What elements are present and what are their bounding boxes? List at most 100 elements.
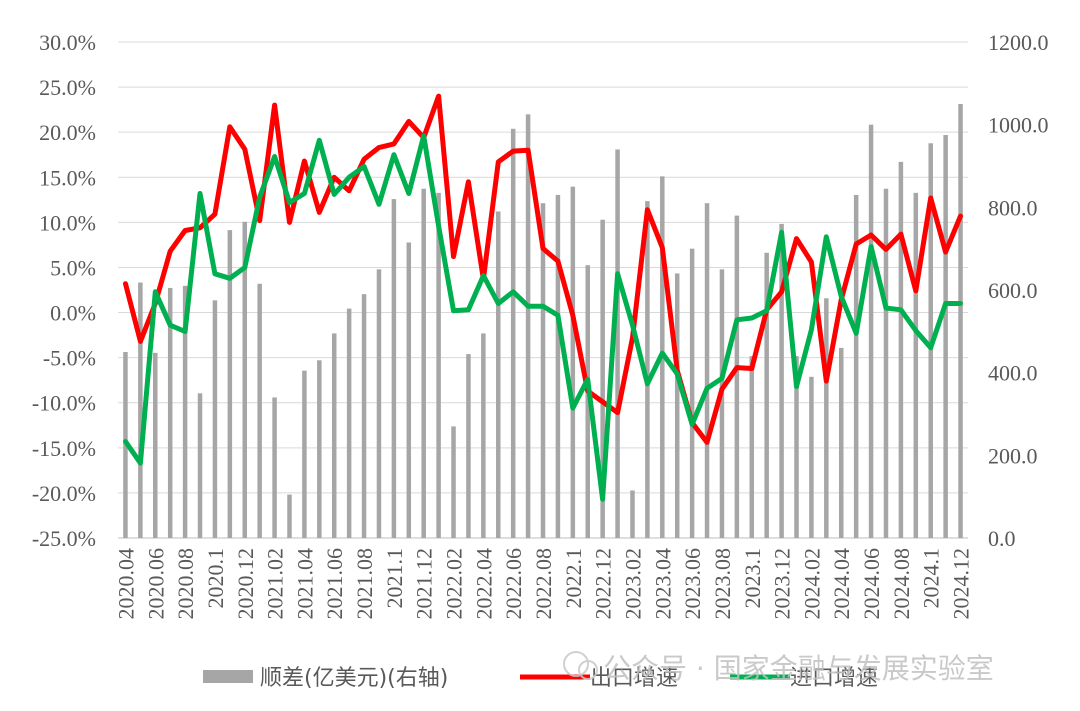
- legend-label-export: 出口增速: [590, 666, 678, 691]
- surplus-bar: [645, 201, 650, 538]
- surplus-bar: [421, 188, 426, 538]
- right-axis-tick-label: 1000.0: [988, 113, 1049, 138]
- x-axis-tick-label: 2024.1: [919, 548, 944, 609]
- surplus-bar: [361, 294, 367, 538]
- surplus-bar: [287, 494, 292, 538]
- x-axis-tick-label: 2022.02: [442, 548, 467, 620]
- surplus-bar: [689, 248, 695, 538]
- left-axis-ticks: -25.0% -20.0% -15.0% -10.0% -5.0% 0.0% 5.0% 10.…: [32, 30, 96, 551]
- x-axis-tick-label: 2020.08: [173, 548, 198, 620]
- surplus-bar: [615, 149, 620, 538]
- right-axis-tick-label: 600.0: [988, 278, 1038, 303]
- x-axis-tick-label: 2023.08: [710, 548, 735, 620]
- x-axis-tick-label: 2023.1: [740, 548, 765, 609]
- x-axis-tick-label: 2024.02: [799, 548, 824, 620]
- surplus-bar: [227, 230, 233, 539]
- right-axis-tick-label: 400.0: [988, 361, 1038, 386]
- surplus-bar: [331, 333, 337, 538]
- left-axis-tick-label: 20.0%: [39, 120, 96, 145]
- surplus-bar: [824, 298, 829, 538]
- surplus-bar: [242, 221, 248, 539]
- surplus-bar: [525, 114, 531, 538]
- left-axis-tick-label: 25.0%: [39, 75, 96, 100]
- surplus-bar: [257, 283, 262, 538]
- x-axis-tick-label: 2023.12: [770, 548, 795, 620]
- surplus-bar: [570, 186, 576, 538]
- surplus-bar: [197, 393, 203, 538]
- surplus-bar: [451, 426, 456, 538]
- wechat-icon: [563, 651, 589, 677]
- bar-series-trade-surplus: [123, 104, 963, 539]
- x-axis-tick-label: 2023.06: [680, 548, 705, 620]
- x-axis-tick-label: 2021.12: [412, 548, 437, 620]
- surplus-bar: [794, 356, 799, 538]
- x-axis-tick-label: 2021.08: [352, 548, 377, 620]
- left-axis-tick-label: -25.0%: [32, 526, 96, 551]
- watermark-text: 公众号 · 国家金融与发展实验室: [603, 652, 994, 685]
- surplus-bar: [466, 354, 471, 538]
- legend-label-surplus: 顺差(亿美元)(右轴): [260, 666, 448, 691]
- surplus-bar: [958, 104, 963, 538]
- left-axis-tick-label: 0.0%: [50, 301, 96, 326]
- surplus-bar: [272, 397, 277, 538]
- legend-label-import: 进口增速: [790, 666, 878, 691]
- surplus-bar: [153, 352, 158, 538]
- x-axis-tick-label: 2022.12: [591, 548, 616, 620]
- surplus-bar: [555, 194, 561, 538]
- x-axis-tick-label: 2021.02: [263, 548, 288, 620]
- x-axis-tick-label: 2024.04: [829, 548, 854, 620]
- surplus-bar: [853, 194, 859, 538]
- surplus-bar: [138, 282, 143, 538]
- left-axis-tick-label: -10.0%: [32, 391, 96, 416]
- surplus-bar: [883, 188, 889, 538]
- right-axis-tick-label: 0.0: [988, 526, 1016, 551]
- x-axis-tick-label: 2024.12: [949, 548, 974, 620]
- x-axis-tick-label: 2022.08: [531, 548, 556, 620]
- x-axis-tick-label: 2020.04: [113, 548, 138, 620]
- surplus-bar: [496, 211, 501, 538]
- surplus-bar: [898, 161, 904, 538]
- surplus-bar: [779, 223, 784, 538]
- x-axis-ticks: 2020.04 2020.06 2020.08 2020.1 2020.12 2021.0…: [113, 548, 973, 620]
- surplus-bar: [540, 203, 546, 538]
- surplus-bar: [391, 199, 397, 539]
- surplus-bar: [346, 308, 352, 538]
- line-series-group: [123, 93, 963, 502]
- left-axis-tick-label: 30.0%: [39, 30, 96, 55]
- surplus-bar: [704, 203, 710, 538]
- surplus-bar: [868, 124, 874, 539]
- watermark: 公众号 · 国家金融与发展实验室: [563, 651, 994, 685]
- legend-swatch-surplus: [203, 670, 253, 683]
- x-axis-tick-label: 2022.1: [561, 548, 586, 609]
- wechat-icon-bubble: [578, 660, 598, 680]
- left-axis-tick-label: -20.0%: [32, 481, 96, 506]
- left-axis-tick-label: -5.0%: [43, 346, 96, 371]
- surplus-bar: [809, 376, 814, 538]
- surplus-bar: [600, 219, 605, 538]
- x-axis-tick-label: 2022.06: [501, 548, 526, 620]
- surplus-bar: [510, 128, 516, 539]
- surplus-bar: [674, 273, 680, 538]
- x-axis-tick-label: 2020.1: [203, 548, 228, 609]
- surplus-bar: [481, 333, 486, 538]
- surplus-bar: [406, 242, 412, 538]
- x-axis-tick-label: 2024.08: [889, 548, 914, 620]
- x-axis-tick-label: 2021.06: [322, 548, 347, 620]
- surplus-bar: [317, 360, 322, 538]
- surplus-bar: [749, 356, 755, 538]
- x-axis-tick-label: 2021.04: [292, 548, 317, 620]
- left-axis-tick-label: 15.0%: [39, 165, 96, 190]
- right-axis-tick-label: 800.0: [988, 195, 1038, 220]
- surplus-bar: [943, 135, 948, 538]
- right-axis-tick-label: 200.0: [988, 443, 1038, 468]
- x-axis-tick-label: 2023.02: [620, 548, 645, 620]
- surplus-bar: [212, 300, 218, 538]
- x-axis-tick-label: 2024.06: [859, 548, 884, 620]
- surplus-bar: [764, 252, 769, 539]
- import-growth-line: [123, 133, 963, 502]
- left-axis-tick-label: 5.0%: [50, 255, 96, 280]
- x-axis-tick-label: 2020.06: [143, 548, 168, 620]
- right-axis-tick-label: 1200.0: [988, 30, 1049, 55]
- legend: 顺差(亿美元)(右轴) 出口增速 进口增速: [203, 666, 878, 691]
